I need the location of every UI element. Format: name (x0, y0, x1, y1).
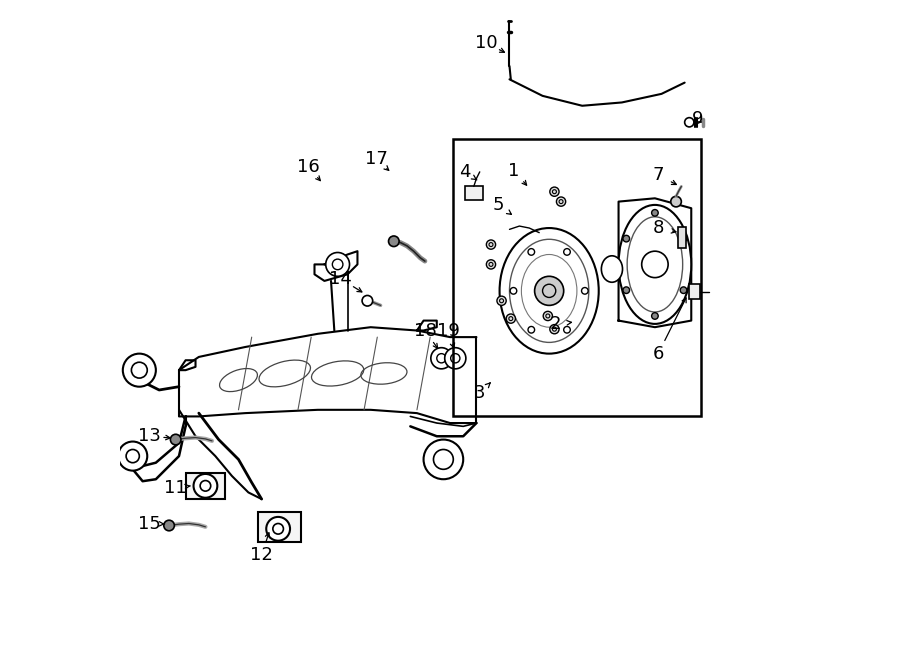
Circle shape (642, 251, 668, 278)
Circle shape (550, 325, 559, 334)
Ellipse shape (500, 228, 598, 354)
Circle shape (623, 287, 630, 293)
Circle shape (563, 327, 571, 333)
Text: 1: 1 (508, 161, 520, 180)
Text: 17: 17 (364, 149, 387, 168)
Text: 4: 4 (459, 163, 471, 181)
Text: 12: 12 (250, 546, 273, 564)
Circle shape (528, 327, 535, 333)
Circle shape (544, 311, 553, 321)
Circle shape (266, 517, 290, 541)
Text: 7: 7 (652, 166, 664, 184)
Text: 2: 2 (550, 315, 562, 333)
Text: 13: 13 (138, 427, 161, 446)
Circle shape (670, 196, 681, 207)
Circle shape (497, 296, 506, 305)
Circle shape (528, 249, 535, 255)
Bar (454, 139, 701, 416)
Text: 16: 16 (296, 157, 320, 176)
Circle shape (362, 295, 373, 306)
Circle shape (506, 314, 516, 323)
Text: 14: 14 (329, 270, 353, 288)
Bar (464, 186, 483, 200)
Bar (689, 284, 700, 299)
Circle shape (170, 434, 181, 445)
Circle shape (164, 520, 175, 531)
Text: 8: 8 (652, 219, 664, 237)
Circle shape (326, 253, 349, 276)
Ellipse shape (618, 205, 691, 324)
Circle shape (431, 348, 452, 369)
Text: 15: 15 (139, 514, 161, 533)
Circle shape (118, 442, 148, 471)
Text: 11: 11 (165, 479, 187, 497)
Circle shape (122, 354, 156, 387)
Text: 18: 18 (413, 321, 436, 340)
Circle shape (563, 249, 571, 255)
Circle shape (194, 474, 217, 498)
Circle shape (486, 260, 496, 269)
Bar (258, 512, 302, 542)
Circle shape (535, 276, 563, 305)
Circle shape (424, 440, 464, 479)
Circle shape (581, 288, 588, 294)
Bar (185, 473, 225, 499)
Text: 5: 5 (492, 196, 504, 214)
Text: 9: 9 (692, 110, 704, 128)
Circle shape (556, 197, 566, 206)
Polygon shape (618, 198, 691, 327)
Text: 19: 19 (436, 321, 460, 340)
Text: 3: 3 (474, 384, 485, 403)
Circle shape (652, 210, 658, 216)
Circle shape (389, 236, 399, 247)
Circle shape (623, 235, 630, 242)
Text: 10: 10 (475, 34, 498, 52)
Circle shape (652, 313, 658, 319)
Circle shape (486, 240, 496, 249)
Ellipse shape (601, 256, 623, 282)
Circle shape (680, 287, 687, 293)
Circle shape (680, 235, 687, 242)
Circle shape (550, 187, 559, 196)
Text: 6: 6 (652, 344, 664, 363)
Circle shape (445, 348, 466, 369)
Circle shape (510, 288, 517, 294)
Circle shape (685, 118, 694, 127)
Bar (678, 227, 686, 248)
